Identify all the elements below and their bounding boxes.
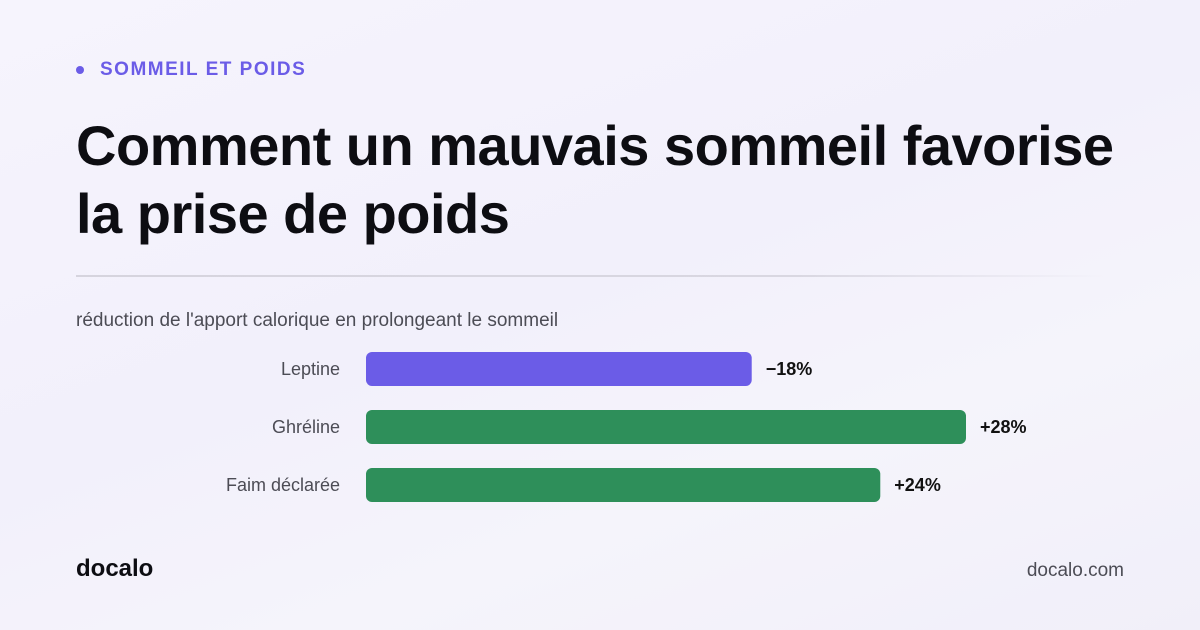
site-url: docalo.com [1026, 560, 1124, 581]
page-title: Comment un mauvais sommeil favorise la p… [76, 114, 1114, 245]
value-label: +28% [980, 417, 1027, 437]
value-label: −18% [766, 359, 813, 379]
category-kicker: SOMMEIL ET POIDS [76, 58, 306, 82]
bar [366, 352, 752, 386]
divider [76, 275, 1106, 277]
bar [366, 468, 881, 502]
chart-subtitle: réduction de l'apport calorique en prolo… [76, 310, 559, 331]
category-label: Leptine [281, 359, 340, 379]
bar [366, 410, 966, 444]
bar-chart: Leptine −18% Ghréline +28% Faim déclarée +24% [226, 352, 1027, 502]
bullet-dot-icon [76, 66, 84, 74]
category-label: SOMMEIL ET POIDS [100, 59, 307, 80]
value-label: +24% [894, 475, 941, 495]
category-label: Faim déclarée [226, 475, 340, 495]
brand-logo: docalo [76, 555, 154, 582]
category-label: Ghréline [272, 417, 340, 437]
